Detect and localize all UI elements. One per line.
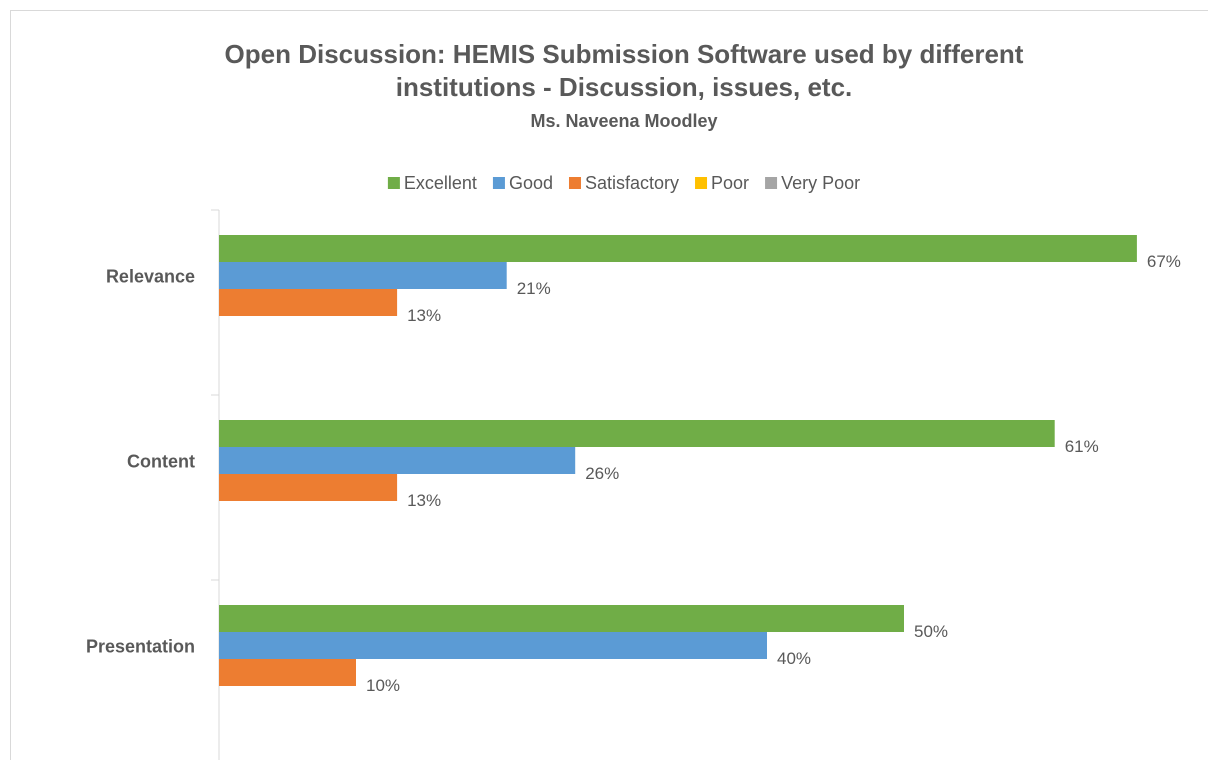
legend-swatch: [568, 177, 581, 189]
data-label: 50%: [914, 622, 948, 641]
data-label: 13%: [407, 306, 441, 325]
category-label: Content: [127, 451, 195, 471]
data-label: 26%: [585, 464, 619, 483]
chart-title-line-1: Open Discussion: HEMIS Submission Softwa…: [225, 39, 1024, 69]
data-label: 40%: [777, 649, 811, 668]
category-label: Relevance: [106, 266, 195, 286]
category-label: Presentation: [86, 636, 195, 656]
bar: [219, 235, 1137, 262]
bar: [219, 420, 1055, 447]
legend-label: Poor: [711, 173, 749, 193]
bar: [219, 605, 904, 632]
data-label: 67%: [1147, 252, 1181, 271]
legend-label: Good: [509, 173, 553, 193]
bar: [219, 474, 398, 501]
legend-swatch: [695, 177, 708, 189]
bar: [219, 262, 507, 289]
data-label: 10%: [366, 676, 400, 695]
bar: [219, 447, 576, 474]
bar: [219, 289, 398, 316]
chart-subtitle: Ms. Naveena Moodley: [530, 111, 717, 131]
data-label: 21%: [517, 279, 551, 298]
legend-label: Satisfactory: [585, 173, 679, 193]
bar: [219, 632, 767, 659]
legend-swatch: [492, 177, 505, 189]
legend-label: Excellent: [404, 173, 477, 193]
legend-swatch: [765, 177, 778, 189]
legend-label: Very Poor: [781, 173, 860, 193]
data-label: 61%: [1065, 437, 1099, 456]
legend-swatch: [387, 177, 400, 189]
data-label: 13%: [407, 491, 441, 510]
chart-title-line-2: institutions - Discussion, issues, etc.: [396, 72, 853, 102]
bar: [219, 659, 356, 686]
